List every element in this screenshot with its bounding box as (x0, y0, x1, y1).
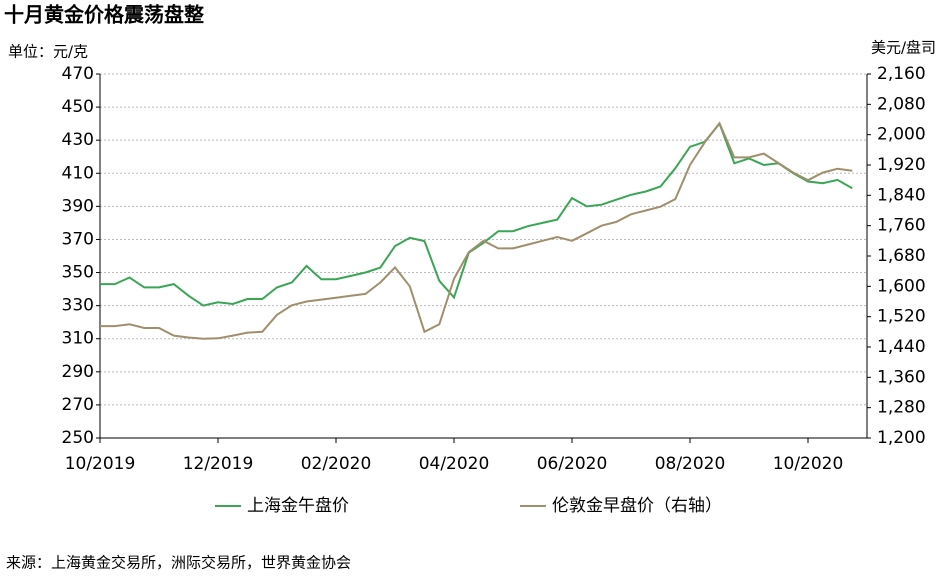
y2-tick-label: 1,200 (877, 428, 926, 448)
source-note: 来源：上海黄金交易所，洲际交易所，世界黄金协会 (6, 554, 351, 572)
x-tick-label: 12/2019 (183, 454, 254, 474)
x-tick-label: 06/2020 (537, 454, 608, 474)
y-tick-label: 450 (62, 97, 94, 117)
y-tick-label: 310 (62, 329, 94, 349)
series-line (100, 121, 853, 307)
y-axis-label: 单位：元/克 (8, 43, 88, 61)
y2-tick-label: 1,680 (877, 246, 926, 266)
chart-title: 十月黄金价格震荡盘整 (4, 3, 204, 27)
y-tick-label: 390 (62, 196, 94, 216)
legend-label: 伦敦金早盘价（右轴） (552, 496, 722, 516)
y2-tick-label: 2,000 (877, 125, 926, 145)
y2-tick-label: 1,360 (877, 367, 926, 387)
y2-tick-label: 1,440 (877, 337, 926, 357)
y-tick-label: 350 (62, 263, 94, 283)
y-tick-label: 410 (62, 163, 94, 183)
series-line (100, 121, 853, 340)
y2-tick-label: 1,920 (877, 155, 926, 175)
y-tick-label: 370 (62, 229, 94, 249)
x-tick-label: 04/2020 (419, 454, 490, 474)
x-tick-label: 02/2020 (301, 454, 372, 474)
y-tick-label: 470 (62, 64, 94, 84)
y2-tick-label: 2,160 (877, 64, 926, 84)
y2-axis-label: 美元/盘司 (871, 39, 936, 57)
x-tick-label: 10/2019 (65, 454, 136, 474)
y-tick-label: 290 (62, 362, 94, 382)
y-tick-label: 330 (62, 296, 94, 316)
y2-tick-label: 1,520 (877, 307, 926, 327)
y2-tick-label: 1,600 (877, 276, 926, 296)
y2-tick-label: 1,280 (877, 398, 926, 418)
y-tick-label: 270 (62, 395, 94, 415)
y2-tick-label: 1,760 (877, 216, 926, 236)
y2-tick-label: 2,080 (877, 94, 926, 114)
y2-tick-label: 1,840 (877, 185, 926, 205)
y-tick-label: 430 (62, 130, 94, 150)
legend-label: 上海金午盘价 (247, 496, 349, 516)
x-tick-label: 08/2020 (655, 454, 726, 474)
y-tick-label: 250 (62, 428, 94, 448)
x-tick-label: 10/2020 (773, 454, 844, 474)
